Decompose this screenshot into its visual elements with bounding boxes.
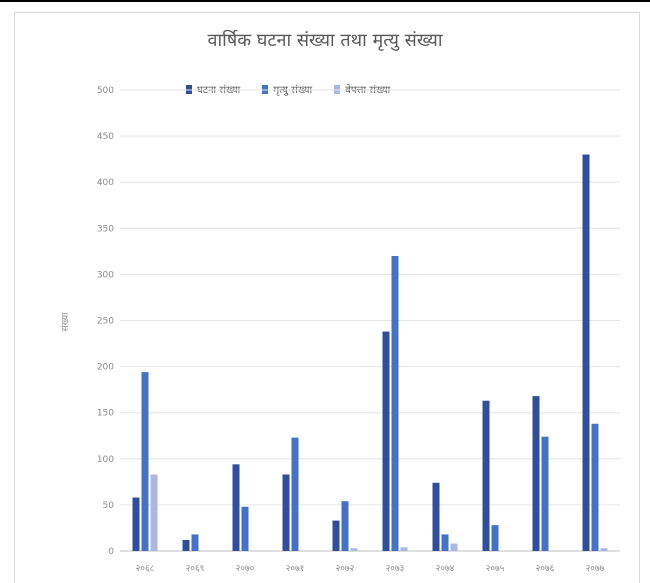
y-tick-label: 500 (97, 86, 114, 96)
legend-swatch-missing (334, 84, 341, 94)
bar-series-1-3 (291, 437, 299, 551)
bar-series-1-8 (541, 436, 549, 551)
chart-title: वार्षिक घटना संख्या तथा मृत्यु संख्या (207, 30, 443, 51)
bar-series-1-1 (191, 534, 199, 551)
bar-series-0-7 (482, 400, 490, 551)
bar-series-0-5 (382, 331, 390, 551)
y-tick-label: 250 (97, 317, 114, 327)
y-tick-label: 0 (108, 547, 114, 557)
y-tick-label: 400 (97, 178, 114, 188)
gridlines (120, 89, 620, 552)
y-tick-label: 50 (103, 501, 115, 511)
bar-series-0-0 (132, 497, 140, 551)
y-tick-label: 350 (97, 224, 114, 234)
y-tick-label: 450 (97, 132, 114, 142)
x-tick-label: २०७३ (386, 564, 405, 574)
x-tick-label: २०७७ (586, 564, 605, 574)
bar-series-1-7 (491, 525, 499, 551)
x-tick-label: २०७४ (436, 564, 455, 574)
x-tick-label: २०७० (236, 564, 255, 574)
x-tick-label: २०६८ (136, 564, 155, 574)
bar-series-1-6 (441, 534, 449, 551)
bar-series-0-2 (232, 464, 240, 551)
bar-series-1-0 (141, 372, 149, 551)
bar-series-1-4 (341, 501, 349, 551)
bar-series-0-9 (582, 154, 590, 552)
y-tick-label: 200 (97, 363, 114, 373)
x-tick-label: २०७१ (286, 564, 305, 574)
x-tick-label: २०७२ (336, 564, 355, 574)
legend-swatch-deaths (262, 84, 269, 94)
x-tick-label: २०७५ (486, 564, 505, 574)
y-axis-label: संख्या (60, 312, 71, 332)
y-tick-label: 100 (97, 455, 114, 465)
x-axis-ticks: २०६८ २०६९ २०७० २०७१ २०७२ २०७३ २०७४ २०७५ २०७६ २०७७ (136, 564, 605, 574)
bar-series-1-2 (241, 506, 249, 551)
bar-series-0-4 (332, 520, 340, 551)
bar-series-2-6 (450, 543, 458, 551)
bar-series-2-0 (150, 474, 158, 551)
y-axis-ticks: 0 50 100 150 200 250 300 350 400 450 500 (97, 86, 114, 557)
bar-series-0-6 (432, 482, 440, 551)
bar-series-1-5 (391, 255, 399, 551)
bar-series-0-8 (532, 396, 540, 551)
bar-series-0-1 (182, 539, 190, 551)
legend-swatch-incidents (186, 84, 192, 94)
bar-series-1-9 (591, 423, 599, 551)
x-tick-label: २०६९ (186, 564, 205, 574)
x-tick-label: २०७६ (536, 564, 555, 574)
bar-series-2-9 (600, 548, 608, 551)
bar-series-2-5 (400, 547, 408, 551)
bar-series-2-4 (350, 548, 358, 551)
y-tick-label: 150 (97, 409, 114, 419)
bar-series-0-3 (282, 474, 290, 551)
bars (132, 154, 608, 552)
y-tick-label: 300 (97, 270, 114, 280)
